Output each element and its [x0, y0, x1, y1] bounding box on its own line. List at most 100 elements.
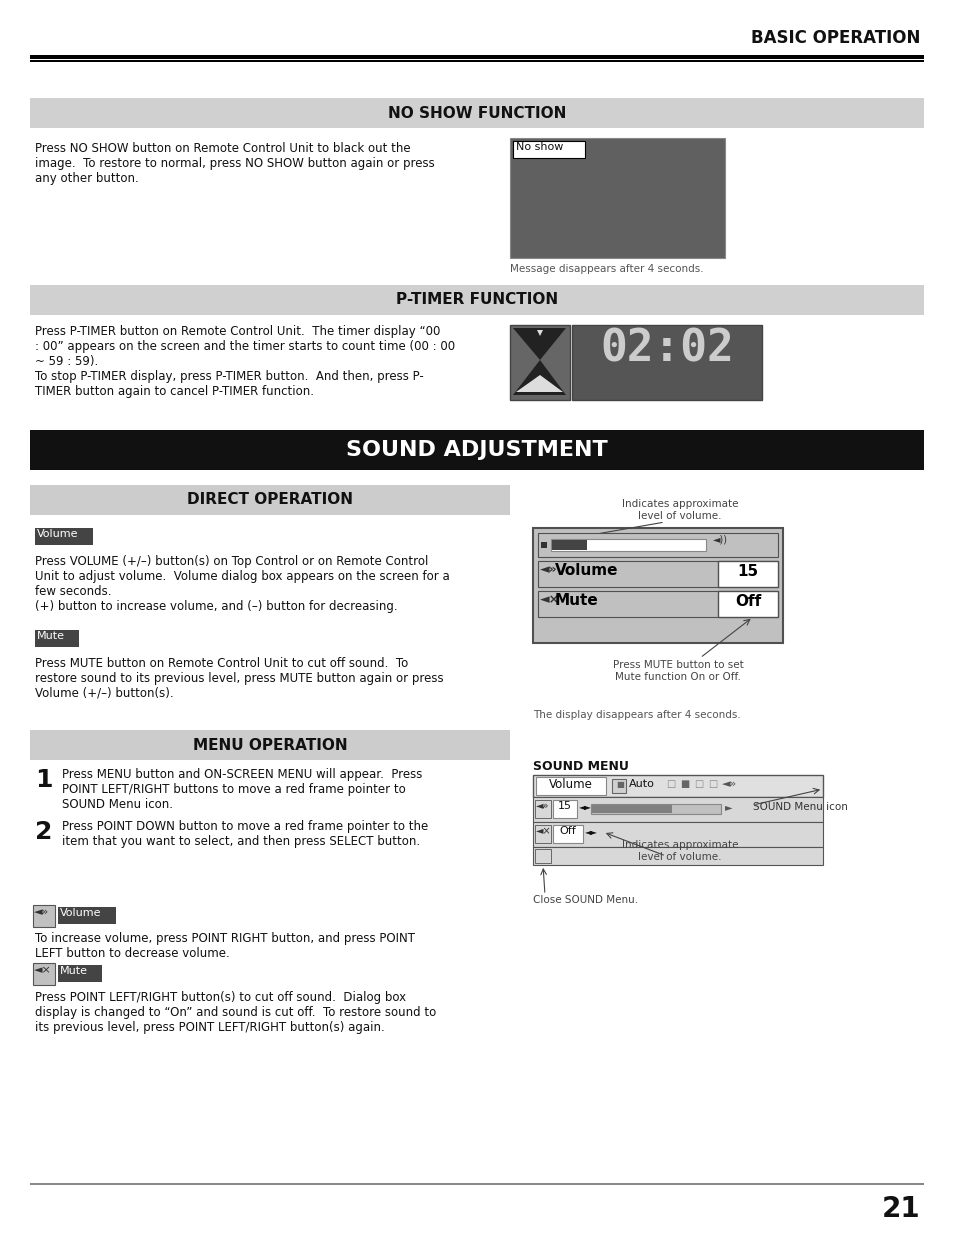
Text: (+) button to increase volume, and (–) button for decreasing.: (+) button to increase volume, and (–) b… — [35, 600, 397, 613]
Text: Volume: Volume — [60, 908, 101, 918]
Bar — [513, 141, 584, 158]
Text: ◄×: ◄× — [536, 826, 551, 836]
Text: Press POINT LEFT/RIGHT button(s) to cut off sound.  Dialog box: Press POINT LEFT/RIGHT button(s) to cut … — [35, 990, 406, 1004]
Text: SOUND ADJUSTMENT: SOUND ADJUSTMENT — [346, 440, 607, 459]
Bar — [592, 805, 671, 813]
Bar — [30, 285, 923, 315]
Text: Off: Off — [734, 594, 760, 609]
Bar — [718, 592, 778, 618]
Text: Volume: Volume — [555, 563, 618, 578]
Bar — [30, 56, 923, 58]
Bar — [510, 138, 724, 258]
Text: P-TIMER FUNCTION: P-TIMER FUNCTION — [395, 293, 558, 308]
Text: No show: No show — [516, 142, 563, 152]
Bar — [30, 98, 923, 128]
Text: 21: 21 — [881, 1195, 919, 1223]
Text: ◄»: ◄» — [721, 779, 737, 789]
Bar — [536, 777, 605, 795]
Text: Mute: Mute — [37, 631, 65, 641]
Bar — [553, 825, 582, 844]
Bar — [540, 542, 546, 548]
Text: 02:02: 02:02 — [599, 327, 733, 370]
Text: SOUND Menu icon.: SOUND Menu icon. — [62, 798, 172, 811]
Bar — [551, 538, 705, 551]
Text: Press MENU button and ON-SCREEN MENU will appear.  Press: Press MENU button and ON-SCREEN MENU wil… — [62, 768, 422, 781]
Bar — [533, 529, 782, 643]
Text: 15: 15 — [737, 564, 758, 579]
Bar — [590, 804, 720, 814]
Bar — [537, 592, 778, 618]
Text: Unit to adjust volume.  Volume dialog box appears on the screen for a: Unit to adjust volume. Volume dialog box… — [35, 571, 449, 583]
Text: Close SOUND Menu.: Close SOUND Menu. — [533, 895, 638, 905]
Text: Indicates approximate
level of volume.: Indicates approximate level of volume. — [621, 840, 738, 862]
Text: image.  To restore to normal, press NO SHOW button again or press: image. To restore to normal, press NO SH… — [35, 157, 435, 170]
Text: DIRECT OPERATION: DIRECT OPERATION — [187, 493, 353, 508]
Bar — [510, 325, 569, 400]
Text: Press MUTE button on Remote Control Unit to cut off sound.  To: Press MUTE button on Remote Control Unit… — [35, 657, 408, 671]
Text: Volume: Volume — [37, 529, 78, 538]
Text: ◄»: ◄» — [34, 906, 50, 918]
Bar — [533, 823, 822, 847]
Bar — [30, 61, 923, 62]
Bar — [553, 800, 577, 818]
Bar — [30, 1183, 923, 1184]
Text: ◄»: ◄» — [539, 563, 558, 576]
Text: Volume: Volume — [549, 778, 593, 790]
Text: 15: 15 — [558, 802, 572, 811]
Text: Mute: Mute — [555, 593, 598, 608]
Text: POINT LEFT/RIGHT buttons to move a red frame pointer to: POINT LEFT/RIGHT buttons to move a red f… — [62, 783, 405, 797]
Bar — [30, 485, 510, 515]
Bar — [30, 730, 510, 760]
Text: SOUND MENU: SOUND MENU — [533, 760, 628, 773]
Bar — [533, 776, 822, 797]
Bar — [533, 847, 822, 864]
Bar — [535, 825, 551, 844]
Bar — [535, 800, 551, 818]
Text: Press POINT DOWN button to move a red frame pointer to the: Press POINT DOWN button to move a red fr… — [62, 820, 428, 832]
Text: Mute: Mute — [60, 966, 88, 976]
Text: ◄)): ◄)) — [712, 535, 727, 545]
Text: Press P-TIMER button on Remote Control Unit.  The timer display “00: Press P-TIMER button on Remote Control U… — [35, 325, 440, 338]
Text: Indicates approximate
level of volume.: Indicates approximate level of volume. — [621, 499, 738, 521]
Polygon shape — [513, 329, 565, 395]
Text: The display disappears after 4 seconds.: The display disappears after 4 seconds. — [533, 710, 740, 720]
Text: □: □ — [665, 779, 675, 789]
Text: TIMER button again to cancel P-TIMER function.: TIMER button again to cancel P-TIMER fun… — [35, 385, 314, 398]
Text: ~ 59 : 59).: ~ 59 : 59). — [35, 354, 98, 368]
Text: ►: ► — [724, 802, 732, 811]
Bar — [572, 325, 761, 400]
Text: item that you want to select, and then press SELECT button.: item that you want to select, and then p… — [62, 835, 419, 848]
Text: its previous level, press POINT LEFT/RIGHT button(s) again.: its previous level, press POINT LEFT/RIG… — [35, 1021, 384, 1034]
Text: any other button.: any other button. — [35, 172, 138, 185]
Text: Auto: Auto — [628, 779, 654, 789]
Bar — [33, 905, 55, 927]
Text: Message disappears after 4 seconds.: Message disappears after 4 seconds. — [510, 264, 703, 274]
Text: 1: 1 — [35, 768, 52, 792]
Text: : 00” appears on the screen and the timer starts to count time (00 : 00: : 00” appears on the screen and the time… — [35, 340, 455, 353]
Text: restore sound to its previous level, press MUTE button again or press: restore sound to its previous level, pre… — [35, 672, 443, 685]
Bar — [552, 540, 586, 550]
Text: NO SHOW FUNCTION: NO SHOW FUNCTION — [388, 105, 565, 121]
Bar — [35, 630, 79, 647]
Text: Volume (+/–) button(s).: Volume (+/–) button(s). — [35, 687, 173, 700]
Text: BASIC OPERATION: BASIC OPERATION — [750, 28, 919, 47]
Text: few seconds.: few seconds. — [35, 585, 112, 598]
Text: □: □ — [693, 779, 702, 789]
Bar — [58, 965, 102, 982]
Text: display is changed to “On” and sound is cut off.  To restore sound to: display is changed to “On” and sound is … — [35, 1007, 436, 1019]
Polygon shape — [537, 330, 542, 336]
Text: ◄»: ◄» — [536, 802, 549, 811]
Text: SOUND Menu icon: SOUND Menu icon — [752, 802, 847, 811]
Text: ■: ■ — [616, 781, 623, 789]
Text: LEFT button to decrease volume.: LEFT button to decrease volume. — [35, 947, 230, 960]
Bar — [58, 906, 116, 924]
Bar — [612, 779, 625, 793]
Bar — [535, 848, 551, 863]
Text: ◄►: ◄► — [578, 802, 592, 811]
Text: Press VOLUME (+/–) button(s) on Top Control or on Remote Control: Press VOLUME (+/–) button(s) on Top Cont… — [35, 555, 428, 568]
Text: ◄×: ◄× — [539, 593, 559, 606]
Text: Off: Off — [559, 826, 576, 836]
Bar — [35, 529, 92, 545]
Text: 2: 2 — [35, 820, 52, 844]
Text: ◄►: ◄► — [584, 827, 598, 836]
